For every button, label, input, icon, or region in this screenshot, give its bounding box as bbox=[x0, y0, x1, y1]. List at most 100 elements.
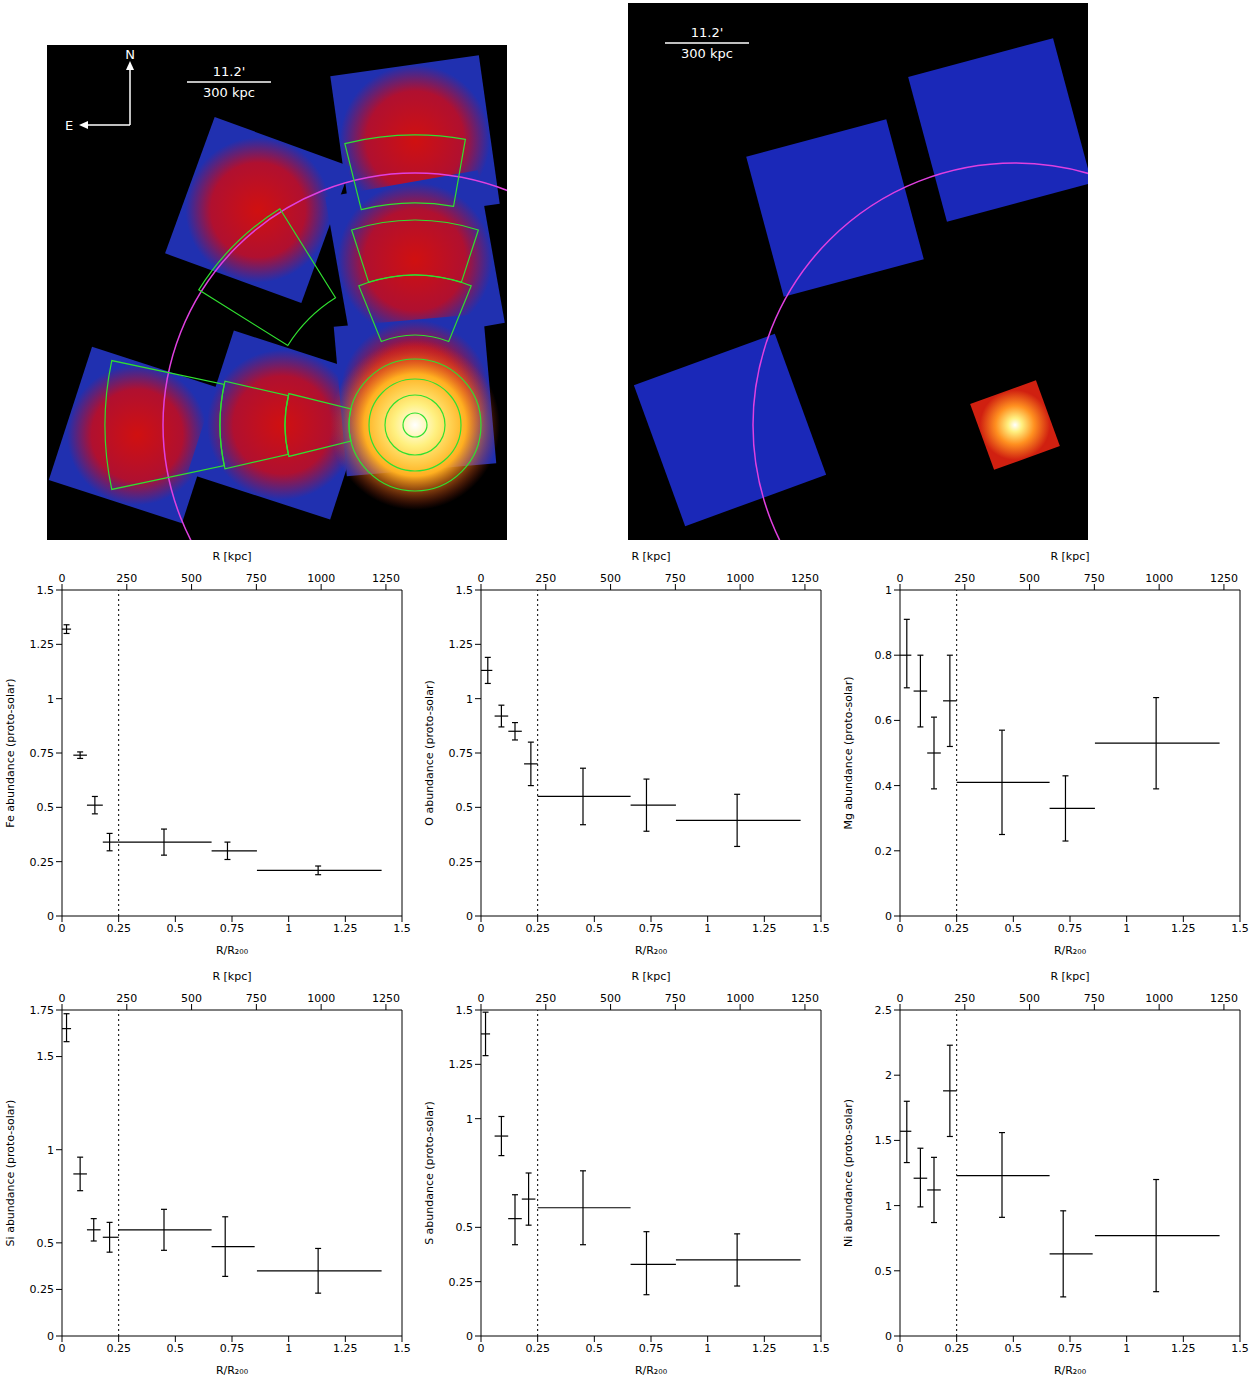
svg-text:0.25: 0.25 bbox=[944, 922, 969, 935]
svg-text:1.25: 1.25 bbox=[1171, 922, 1196, 935]
svg-text:1000: 1000 bbox=[1145, 992, 1173, 1005]
svg-text:500: 500 bbox=[600, 572, 621, 585]
svg-text:1.25: 1.25 bbox=[30, 638, 55, 651]
svg-text:500: 500 bbox=[1019, 992, 1040, 1005]
svg-text:0: 0 bbox=[885, 1330, 892, 1343]
svg-text:1.25: 1.25 bbox=[449, 1058, 474, 1071]
svg-text:R [kpc]: R [kpc] bbox=[631, 970, 670, 983]
svg-text:1: 1 bbox=[704, 922, 711, 935]
svg-text:0: 0 bbox=[478, 992, 485, 1005]
svg-text:0.5: 0.5 bbox=[37, 1237, 55, 1250]
svg-text:0: 0 bbox=[897, 922, 904, 935]
svg-text:750: 750 bbox=[665, 572, 686, 585]
svg-text:0.25: 0.25 bbox=[525, 922, 550, 935]
svg-text:1: 1 bbox=[285, 922, 292, 935]
svg-text:1250: 1250 bbox=[1210, 992, 1238, 1005]
svg-text:1: 1 bbox=[47, 1144, 54, 1157]
svg-text:1.5: 1.5 bbox=[456, 1004, 474, 1017]
svg-text:11.2': 11.2' bbox=[213, 64, 246, 79]
svg-text:S abundance (proto-solar): S abundance (proto-solar) bbox=[423, 1101, 436, 1245]
svg-text:250: 250 bbox=[954, 572, 975, 585]
svg-text:750: 750 bbox=[1084, 992, 1105, 1005]
svg-text:R/R₂₀₀: R/R₂₀₀ bbox=[216, 1364, 249, 1377]
svg-text:1.5: 1.5 bbox=[1231, 1342, 1249, 1355]
svg-text:1.5: 1.5 bbox=[875, 1134, 893, 1147]
svg-text:0: 0 bbox=[59, 992, 66, 1005]
svg-text:500: 500 bbox=[600, 992, 621, 1005]
svg-text:0.5: 0.5 bbox=[456, 1221, 474, 1234]
svg-text:1250: 1250 bbox=[372, 992, 400, 1005]
svg-text:R/R₂₀₀: R/R₂₀₀ bbox=[1054, 944, 1087, 957]
svg-text:0: 0 bbox=[897, 1342, 904, 1355]
svg-text:0: 0 bbox=[478, 922, 485, 935]
svg-text:1000: 1000 bbox=[726, 992, 754, 1005]
svg-text:0: 0 bbox=[466, 1330, 473, 1343]
svg-text:R/R₂₀₀: R/R₂₀₀ bbox=[216, 944, 249, 957]
svg-text:750: 750 bbox=[246, 992, 267, 1005]
svg-text:E: E bbox=[65, 118, 73, 133]
svg-text:0.25: 0.25 bbox=[525, 1342, 550, 1355]
svg-text:250: 250 bbox=[535, 572, 556, 585]
svg-text:0.25: 0.25 bbox=[106, 922, 131, 935]
svg-text:1: 1 bbox=[466, 1113, 473, 1126]
svg-text:0.25: 0.25 bbox=[30, 1283, 55, 1296]
svg-text:0.5: 0.5 bbox=[167, 1342, 185, 1355]
svg-text:Si abundance (proto-solar): Si abundance (proto-solar) bbox=[4, 1100, 17, 1247]
svg-text:250: 250 bbox=[535, 992, 556, 1005]
svg-text:0.25: 0.25 bbox=[449, 856, 474, 869]
svg-text:1.5: 1.5 bbox=[393, 922, 411, 935]
svg-text:1.5: 1.5 bbox=[812, 1342, 830, 1355]
svg-text:1: 1 bbox=[885, 1200, 892, 1213]
svg-text:250: 250 bbox=[116, 572, 137, 585]
svg-text:500: 500 bbox=[181, 992, 202, 1005]
svg-text:Mg abundance (proto-solar): Mg abundance (proto-solar) bbox=[842, 676, 855, 829]
svg-text:0.5: 0.5 bbox=[37, 801, 55, 814]
svg-text:0.2: 0.2 bbox=[875, 845, 893, 858]
svg-text:750: 750 bbox=[246, 572, 267, 585]
svg-text:0.8: 0.8 bbox=[875, 649, 893, 662]
svg-text:1: 1 bbox=[885, 584, 892, 597]
svg-text:11.2': 11.2' bbox=[691, 25, 724, 40]
svg-text:1.5: 1.5 bbox=[812, 922, 830, 935]
svg-text:0.75: 0.75 bbox=[1058, 1342, 1083, 1355]
svg-text:Ni abundance (proto-solar): Ni abundance (proto-solar) bbox=[842, 1099, 855, 1247]
svg-text:0.4: 0.4 bbox=[875, 780, 893, 793]
svg-text:0.5: 0.5 bbox=[1005, 1342, 1023, 1355]
svg-text:0.5: 0.5 bbox=[456, 801, 474, 814]
svg-text:1250: 1250 bbox=[791, 992, 819, 1005]
svg-text:1.5: 1.5 bbox=[1231, 922, 1249, 935]
svg-text:1: 1 bbox=[704, 1342, 711, 1355]
svg-text:0: 0 bbox=[478, 572, 485, 585]
svg-text:1000: 1000 bbox=[307, 572, 335, 585]
svg-text:0.5: 0.5 bbox=[586, 1342, 604, 1355]
svg-text:1.5: 1.5 bbox=[393, 1342, 411, 1355]
svg-text:300 kpc: 300 kpc bbox=[681, 46, 733, 61]
svg-text:2: 2 bbox=[885, 1069, 892, 1082]
svg-text:300 kpc: 300 kpc bbox=[203, 85, 255, 100]
svg-text:1.5: 1.5 bbox=[37, 584, 55, 597]
svg-text:0: 0 bbox=[59, 922, 66, 935]
svg-text:1.25: 1.25 bbox=[1171, 1342, 1196, 1355]
svg-text:1.25: 1.25 bbox=[449, 638, 474, 651]
svg-text:0.5: 0.5 bbox=[167, 922, 185, 935]
svg-text:1.5: 1.5 bbox=[37, 1050, 55, 1063]
svg-text:0: 0 bbox=[897, 572, 904, 585]
svg-text:R/R₂₀₀: R/R₂₀₀ bbox=[1054, 1364, 1087, 1377]
svg-text:N: N bbox=[125, 47, 135, 62]
svg-text:0: 0 bbox=[59, 572, 66, 585]
svg-text:250: 250 bbox=[954, 992, 975, 1005]
svg-text:0.75: 0.75 bbox=[639, 922, 664, 935]
svg-text:Fe abundance (proto-solar): Fe abundance (proto-solar) bbox=[4, 678, 17, 827]
svg-text:1250: 1250 bbox=[372, 572, 400, 585]
svg-text:1: 1 bbox=[285, 1342, 292, 1355]
svg-text:0: 0 bbox=[897, 992, 904, 1005]
svg-text:0.75: 0.75 bbox=[639, 1342, 664, 1355]
svg-text:R [kpc]: R [kpc] bbox=[1050, 970, 1089, 983]
svg-text:0.25: 0.25 bbox=[30, 856, 55, 869]
svg-text:750: 750 bbox=[1084, 572, 1105, 585]
svg-text:0: 0 bbox=[59, 1342, 66, 1355]
svg-text:0.75: 0.75 bbox=[30, 747, 55, 760]
svg-text:1250: 1250 bbox=[1210, 572, 1238, 585]
svg-text:1.5: 1.5 bbox=[456, 584, 474, 597]
svg-text:1: 1 bbox=[47, 693, 54, 706]
